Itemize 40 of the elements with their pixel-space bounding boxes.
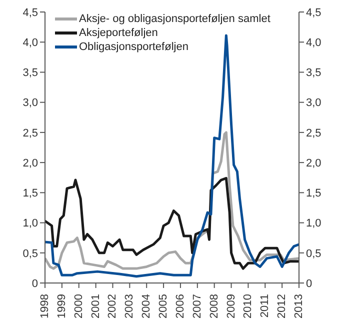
x-tick-label: 2010 (242, 294, 254, 318)
x-tick-label: 1998 (39, 294, 51, 318)
y2-tick-label: 4,5 (306, 6, 322, 19)
legend-label: Aksje- og obligasjonsporteføljen samlet (79, 12, 270, 26)
y-tick-label: 2,5 (22, 127, 38, 140)
y2-tick-label: 2,0 (306, 157, 322, 170)
y2-tick-label: 0,5 (306, 248, 322, 260)
line-series (45, 176, 299, 270)
y-tick-label: 0 (32, 278, 38, 290)
x-tick-label: 2011 (259, 294, 272, 318)
x-tick-label: 2008 (208, 294, 220, 318)
legend-label: Aksjeporteføljen (79, 26, 158, 40)
x-tick-label: 2009 (225, 294, 238, 318)
y2-tick-label: 1,0 (306, 218, 322, 230)
x-tick-label: 2006 (174, 294, 186, 318)
x-tick-label: 2000 (72, 294, 85, 318)
y-tick-label: 1,0 (22, 218, 38, 230)
y2-tick-label: 2,5 (306, 127, 322, 140)
y2-tick-label: 3,0 (306, 97, 322, 110)
x-tick-label: 2003 (124, 294, 136, 318)
x-tick-label: 1999 (56, 294, 68, 318)
y2-tick-label: 0 (306, 278, 312, 290)
legend-label: Obligasjonsporteføljen (79, 40, 188, 54)
y2-tick-label: 1,5 (306, 188, 322, 200)
y2-tick-label: 4,0 (306, 37, 322, 50)
y-tick-label: 4,0 (22, 37, 38, 50)
x-tick-label: 2002 (106, 294, 119, 318)
y-tick-label: 0,5 (22, 248, 38, 260)
y2-tick-label: 3,5 (306, 67, 322, 80)
x-tick-label: 2013 (293, 294, 305, 318)
x-tick-label: 2007 (191, 294, 204, 318)
x-tick-label: 2005 (158, 294, 170, 318)
y-tick-label: 3,0 (22, 97, 38, 110)
x-tick-label: 2004 (140, 294, 153, 318)
x-tick-label: 2012 (276, 294, 288, 318)
x-tick-label: 2001 (90, 294, 102, 318)
y-tick-label: 3,5 (22, 67, 38, 80)
y-tick-label: 4,5 (22, 6, 38, 19)
y-tick-label: 2,0 (22, 157, 38, 170)
y-tick-label: 1,5 (22, 188, 38, 200)
